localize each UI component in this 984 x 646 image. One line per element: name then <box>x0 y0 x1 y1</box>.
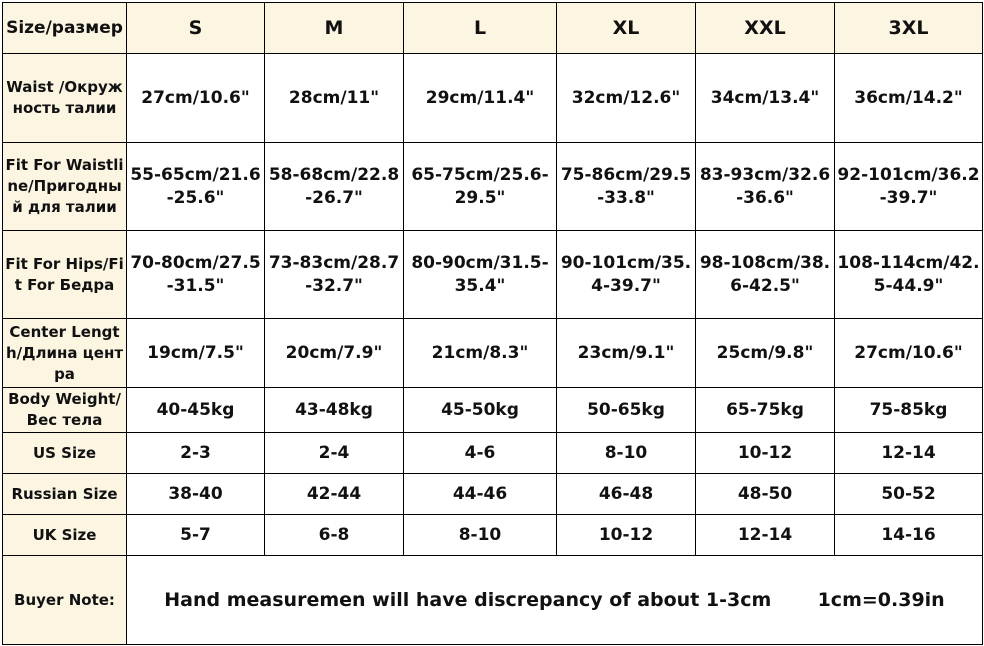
row-label: Waist /Окружность талии <box>2 53 127 143</box>
table-cell: 73-83cm/28.7-32.7" <box>264 230 404 319</box>
table-cell: 10-12 <box>695 432 835 474</box>
center-length-row: Center Length/Длина центра 19cm/7.5" 20c… <box>2 318 983 388</box>
table-cell: 19cm/7.5" <box>126 318 265 388</box>
table-cell: 8-10 <box>403 514 557 556</box>
table-cell: 46-48 <box>556 473 696 515</box>
table-cell: 34cm/13.4" <box>695 53 835 143</box>
header-row: Size/размер S M L XL XXL 3XL <box>2 2 983 54</box>
row-label: Russian Size <box>2 473 127 515</box>
table-cell: 92-101cm/36.2-39.7" <box>834 142 983 231</box>
russian-size-row: Russian Size 38-40 42-44 44-46 46-48 48-… <box>2 473 983 515</box>
waist-row: Waist /Окружность талии 27cm/10.6" 28cm/… <box>2 53 983 143</box>
table-cell: 14-16 <box>834 514 983 556</box>
table-cell: 65-75cm/25.6-29.5" <box>403 142 557 231</box>
table-cell: 23cm/9.1" <box>556 318 696 388</box>
size-header: 3XL <box>834 2 983 54</box>
row-label: UK Size <box>2 514 127 556</box>
table-cell: 27cm/10.6" <box>834 318 983 388</box>
table-cell: 32cm/12.6" <box>556 53 696 143</box>
table-cell: 83-93cm/32.6-36.6" <box>695 142 835 231</box>
size-header: XL <box>556 2 696 54</box>
table-cell: 90-101cm/35.4-39.7" <box>556 230 696 319</box>
row-label: Fit For Hips/Fit For Бедра <box>2 230 127 319</box>
table-cell: 2-3 <box>126 432 265 474</box>
table-cell: 45-50kg <box>403 387 557 433</box>
table-cell: 65-75kg <box>695 387 835 433</box>
table-cell: 70-80cm/27.5-31.5" <box>126 230 265 319</box>
buyer-note-label: Buyer Note: <box>2 555 127 645</box>
row-label: Body Weight/Вес тела <box>2 387 127 433</box>
table-cell: 6-8 <box>264 514 404 556</box>
table-cell: 50-65kg <box>556 387 696 433</box>
table-cell: 58-68cm/22.8-26.7" <box>264 142 404 231</box>
table-cell: 29cm/11.4" <box>403 53 557 143</box>
table-cell: 5-7 <box>126 514 265 556</box>
table-cell: 8-10 <box>556 432 696 474</box>
table-cell: 10-12 <box>556 514 696 556</box>
table-cell: 80-90cm/31.5-35.4" <box>403 230 557 319</box>
table-cell: 36cm/14.2" <box>834 53 983 143</box>
table-cell: 12-14 <box>695 514 835 556</box>
uk-size-row: UK Size 5-7 6-8 8-10 10-12 12-14 14-16 <box>2 514 983 556</box>
size-header: M <box>264 2 404 54</box>
us-size-row: US Size 2-3 2-4 4-6 8-10 10-12 12-14 <box>2 432 983 474</box>
table-cell: 27cm/10.6" <box>126 53 265 143</box>
table-cell: 75-85kg <box>834 387 983 433</box>
table-cell: 20cm/7.9" <box>264 318 404 388</box>
table-cell: 28cm/11" <box>264 53 404 143</box>
table-cell: 48-50 <box>695 473 835 515</box>
row-label: US Size <box>2 432 127 474</box>
table-cell: 75-86cm/29.5-33.8" <box>556 142 696 231</box>
table-cell: 108-114cm/42.5-44.9" <box>834 230 983 319</box>
table-cell: 2-4 <box>264 432 404 474</box>
buyer-note-text: Hand measuremen will have discrepancy of… <box>126 555 983 645</box>
table-cell: 43-48kg <box>264 387 404 433</box>
table-cell: 98-108cm/38.6-42.5" <box>695 230 835 319</box>
table-cell: 4-6 <box>403 432 557 474</box>
buyer-note-row: Buyer Note: Hand measuremen will have di… <box>2 555 983 645</box>
table-cell: 42-44 <box>264 473 404 515</box>
size-header: XXL <box>695 2 835 54</box>
size-header: L <box>403 2 557 54</box>
corner-header: Size/размер <box>2 2 127 54</box>
table-cell: 25cm/9.8" <box>695 318 835 388</box>
fit-hips-row: Fit For Hips/Fit For Бедра 70-80cm/27.5-… <box>2 230 983 319</box>
table-cell: 38-40 <box>126 473 265 515</box>
table-cell: 44-46 <box>403 473 557 515</box>
row-label: Fit For Waistline/Пригодный для талии <box>2 142 127 231</box>
table-cell: 50-52 <box>834 473 983 515</box>
table-cell: 12-14 <box>834 432 983 474</box>
row-label: Center Length/Длина центра <box>2 318 127 388</box>
table-cell: 40-45kg <box>126 387 265 433</box>
table-cell: 21cm/8.3" <box>403 318 557 388</box>
size-header: S <box>126 2 265 54</box>
table-cell: 55-65cm/21.6-25.6" <box>126 142 265 231</box>
body-weight-row: Body Weight/Вес тела 40-45kg 43-48kg 45-… <box>2 387 983 433</box>
fit-waistline-row: Fit For Waistline/Пригодный для талии 55… <box>2 142 983 231</box>
